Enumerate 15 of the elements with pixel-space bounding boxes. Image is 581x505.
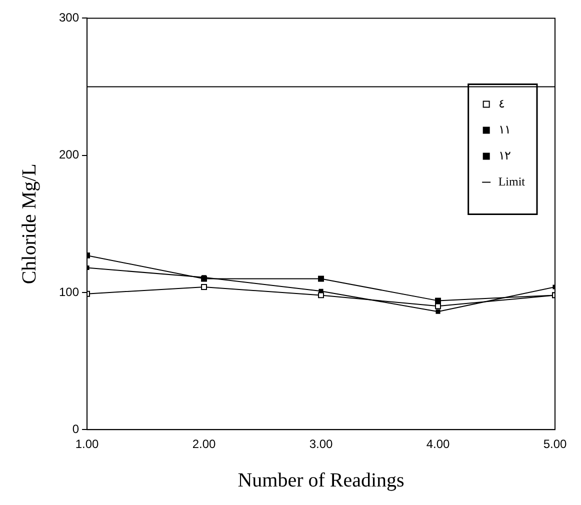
x-tick-label: 5.00: [543, 437, 567, 452]
y-tick-label: 200: [58, 148, 80, 162]
y-tick-label: 0: [72, 422, 80, 436]
x-tick-label: 1.00: [75, 437, 100, 452]
x-tick-label: 3.00: [309, 437, 334, 452]
y-tick-label: 300: [58, 10, 80, 25]
legend-label: ١١: [498, 122, 510, 136]
legend-label: ١٢: [498, 148, 510, 162]
x-tick-label: 2.00: [192, 437, 216, 452]
x-axis-title: Number of Readings: [238, 469, 405, 492]
y-tick-label: 100: [58, 284, 80, 299]
legend-label: ٤: [498, 96, 504, 110]
legend-label: Limit: [498, 174, 526, 188]
y-axis-title: Chloride Mg/L: [18, 164, 40, 284]
x-tick-label: 4.00: [426, 437, 450, 452]
